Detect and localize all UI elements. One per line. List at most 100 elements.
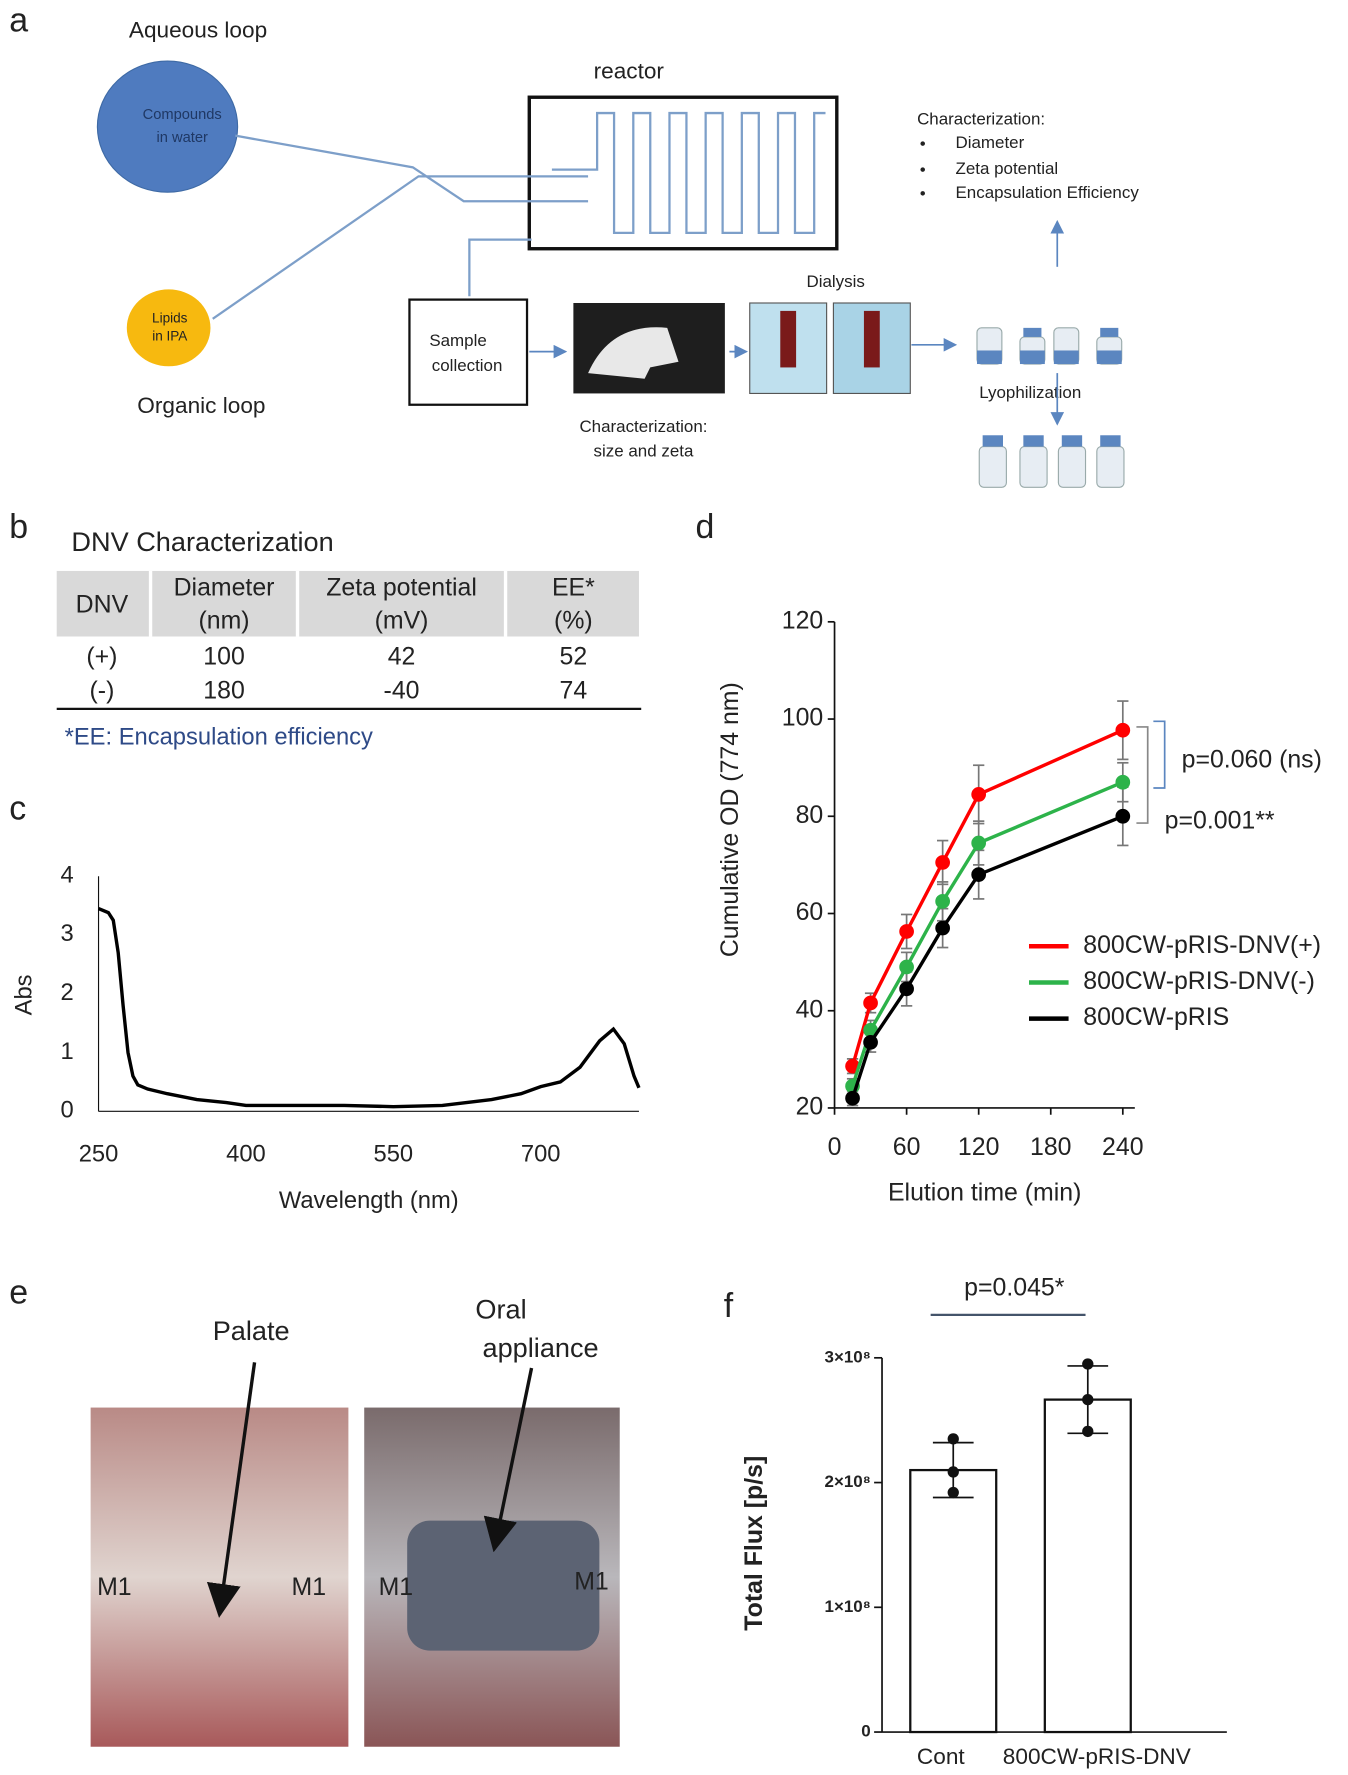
tubing: [212, 134, 589, 320]
header-cell: EE*: [552, 574, 595, 602]
cell: 42: [388, 643, 416, 671]
label: Aqueous loop: [129, 18, 267, 43]
point: [935, 920, 950, 936]
cell: (-): [90, 676, 115, 704]
point: [971, 867, 987, 882]
y-tick-label: 2: [60, 980, 73, 1006]
point: [1082, 1393, 1094, 1406]
y-tick-label: 3×10⁸: [825, 1347, 871, 1366]
cell: 180: [203, 676, 244, 704]
cell: (+): [86, 643, 117, 671]
y-tick-label: 80: [796, 801, 824, 829]
aqueous-circle: [96, 60, 239, 193]
y-tick-label: 40: [796, 995, 824, 1023]
appliance-patch: [407, 1520, 600, 1651]
serpentine: [551, 111, 826, 235]
header-dividers: [148, 570, 508, 637]
label: Palate: [213, 1315, 290, 1346]
x-tick-label: 550: [374, 1142, 414, 1168]
label: size and zeta: [594, 442, 694, 461]
label: M1: [292, 1573, 327, 1601]
point: [935, 855, 950, 870]
label: in IPA: [152, 328, 188, 343]
y-tick-label: 120: [782, 606, 823, 634]
x-tick-label: 60: [893, 1133, 921, 1161]
panel-label: f: [724, 1287, 734, 1325]
arrow: [483, 1367, 534, 1553]
header-cell: Diameter: [174, 574, 275, 602]
point: [899, 981, 914, 997]
panel-label: a: [9, 2, 28, 40]
panel-label: e: [9, 1273, 28, 1311]
point: [947, 1486, 959, 1499]
y-tick-label: 0: [861, 1722, 870, 1741]
label: Organic loop: [137, 393, 265, 418]
legend-label: 800CW-pRIS: [1083, 1003, 1229, 1031]
bracket: [1136, 726, 1149, 824]
label: appliance: [483, 1332, 599, 1363]
y-axis-title: Abs: [11, 974, 37, 1015]
point: [1115, 722, 1131, 738]
point: [899, 959, 914, 975]
point: [947, 1433, 959, 1445]
photos: Palate Oral appliance M1 M1 M1 M1: [90, 1294, 620, 1747]
panel-label: c: [9, 790, 26, 828]
x-axis-title: Wavelength (nm): [279, 1188, 459, 1214]
header-cell: (%): [554, 606, 593, 634]
y-tick-label: 100: [782, 704, 823, 732]
line: [850, 780, 1124, 1087]
x-tick-label: 400: [226, 1142, 266, 1168]
y-tick-label: 0: [60, 1098, 73, 1124]
dialysis-bag: [863, 310, 880, 368]
header-cell: Zeta potential: [326, 574, 477, 602]
x-tick-label: 700: [521, 1142, 561, 1168]
label: Characterization:: [917, 109, 1045, 128]
point: [1082, 1358, 1094, 1370]
table: DNV Characterization *EE: Encapsulation …: [56, 526, 642, 751]
diagram: Aqueous loop Compounds in water Lipids i…: [96, 18, 1140, 488]
label: collection: [432, 356, 503, 375]
point: [935, 894, 950, 909]
y-axis-title: Total Flux [p/s]: [740, 1456, 768, 1631]
y-tick-label: 20: [796, 1093, 824, 1121]
y-tick-label: 60: [796, 898, 824, 926]
dialysis-bag: [780, 310, 797, 368]
photo: [90, 1407, 349, 1747]
label: M1: [574, 1567, 609, 1595]
label: Sample: [429, 331, 486, 350]
point: [1115, 808, 1131, 824]
cell: 52: [560, 643, 588, 671]
label: in water: [156, 130, 208, 146]
x-tick-label: 0: [828, 1133, 842, 1161]
legend-label: 800CW-pRIS-DNV(-): [1083, 967, 1315, 995]
label: Diameter: [956, 133, 1025, 152]
header-cell: (mV): [375, 606, 429, 634]
organic-circle: [126, 289, 211, 367]
point: [947, 1466, 959, 1478]
label: M1: [97, 1573, 132, 1601]
y-axis-title: Cumulative OD (774 nm): [716, 682, 744, 957]
arrow: [206, 1362, 257, 1618]
x-tick-label: Cont: [917, 1744, 965, 1769]
x-tick-label: 120: [958, 1133, 999, 1161]
bracket: [1153, 720, 1166, 789]
y-tick-label: 2×10⁸: [825, 1472, 871, 1491]
label: M1: [379, 1573, 414, 1601]
cell: -40: [384, 676, 420, 704]
reactor: [527, 95, 839, 251]
panel-label: b: [9, 508, 28, 546]
annotation: p=0.060 (ns): [1182, 745, 1322, 773]
y-tick-label: 1: [60, 1039, 73, 1065]
cell: 74: [560, 676, 588, 704]
label: Zeta potential: [956, 159, 1059, 178]
bar: [909, 1468, 998, 1734]
point: [899, 924, 914, 939]
bar: [1043, 1398, 1132, 1734]
point: [1082, 1425, 1094, 1438]
label: Dialysis: [806, 272, 864, 291]
annotation: p=0.045*: [964, 1273, 1065, 1301]
label: Encapsulation Efficiency: [956, 183, 1140, 202]
instrument: [588, 327, 679, 379]
point: [845, 1090, 860, 1106]
cell: 100: [203, 643, 244, 671]
